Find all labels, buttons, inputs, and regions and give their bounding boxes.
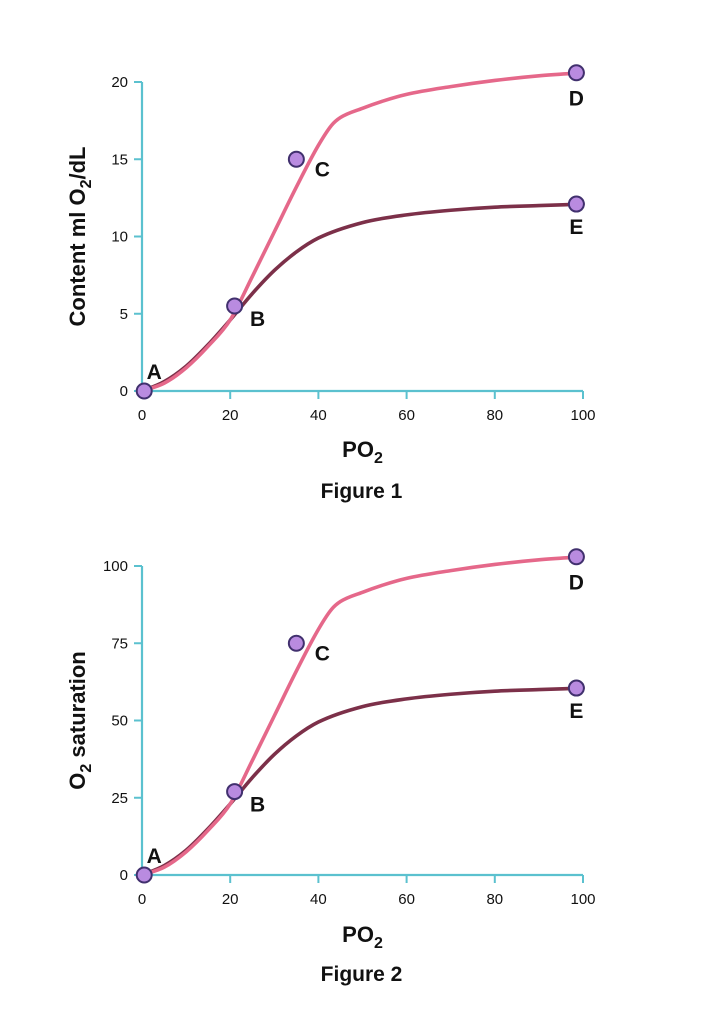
x-tick-label: 100 [570, 407, 595, 424]
y-axis-title: O2 saturation [65, 651, 95, 790]
point-b-label: B [250, 308, 265, 331]
y-tick-label: 100 [103, 558, 128, 575]
upper-curve-line [140, 70, 585, 393]
x-axis-title-main: PO [342, 922, 374, 947]
y-tick-label: 20 [111, 74, 128, 91]
y-tick-label: 10 [111, 229, 128, 246]
point-b-marker [226, 783, 244, 801]
point-c-label: C [315, 158, 330, 181]
point-a-marker [135, 382, 153, 400]
point-c-marker [287, 150, 305, 168]
y-axis-title: Content ml O2/dL [65, 146, 95, 326]
x-tick-label: 0 [138, 407, 146, 424]
point-e-label: E [569, 700, 583, 723]
x-tick-label: 20 [222, 891, 239, 908]
x-axis-title-subscript: 2 [374, 450, 383, 467]
y-tick-label: 15 [111, 151, 128, 168]
x-tick-label: 40 [310, 891, 327, 908]
point-d-marker [567, 64, 585, 82]
lower-curve-line [140, 686, 585, 877]
point-c-label: C [315, 642, 330, 665]
x-tick-label: 100 [570, 891, 595, 908]
point-e-label: E [569, 216, 583, 239]
x-tick-label: 20 [222, 407, 239, 424]
y-axis-title-main: O [65, 773, 90, 790]
x-tick-label: 60 [398, 891, 415, 908]
x-tick-label: 80 [486, 891, 503, 908]
x-axis-title: PO2 [342, 437, 383, 467]
x-tick-label: 40 [310, 407, 327, 424]
y-tick-label: 5 [120, 306, 128, 323]
x-tick-label: 0 [138, 891, 146, 908]
lower-curve-line [140, 202, 585, 393]
point-d-label: D [569, 572, 584, 595]
figure-caption: Figure 1 [321, 480, 403, 503]
point-e-marker [567, 195, 585, 213]
figure-caption: Figure 2 [321, 963, 403, 986]
y-tick-label: 0 [120, 867, 128, 884]
point-a-marker [135, 866, 153, 884]
y-tick-label: 25 [111, 790, 128, 807]
point-d-marker [567, 548, 585, 566]
y-axis-title-suffix: saturation [65, 651, 90, 763]
x-tick-label: 80 [486, 407, 503, 424]
upper-curve-line [140, 554, 585, 877]
x-tick-label: 60 [398, 407, 415, 424]
point-b-label: B [250, 794, 265, 817]
y-tick-label: 0 [120, 383, 128, 400]
point-a-label: A [147, 845, 162, 868]
point-a-label: A [147, 361, 162, 384]
x-axis-title: PO2 [342, 922, 383, 952]
y-axis-title-subscript: 2 [78, 179, 95, 188]
point-e-marker [567, 679, 585, 697]
y-axis-title-suffix: /dL [65, 146, 90, 179]
y-tick-label: 75 [111, 635, 128, 652]
x-axis-title-subscript: 2 [374, 935, 383, 952]
y-tick-label: 50 [111, 713, 128, 730]
point-b-marker [226, 297, 244, 315]
y-axis-title-subscript: 2 [78, 764, 95, 773]
x-axis-title-main: PO [342, 437, 374, 462]
point-d-label: D [569, 88, 584, 111]
point-c-marker [287, 634, 305, 652]
y-axis-title-main: Content ml O [65, 188, 90, 326]
